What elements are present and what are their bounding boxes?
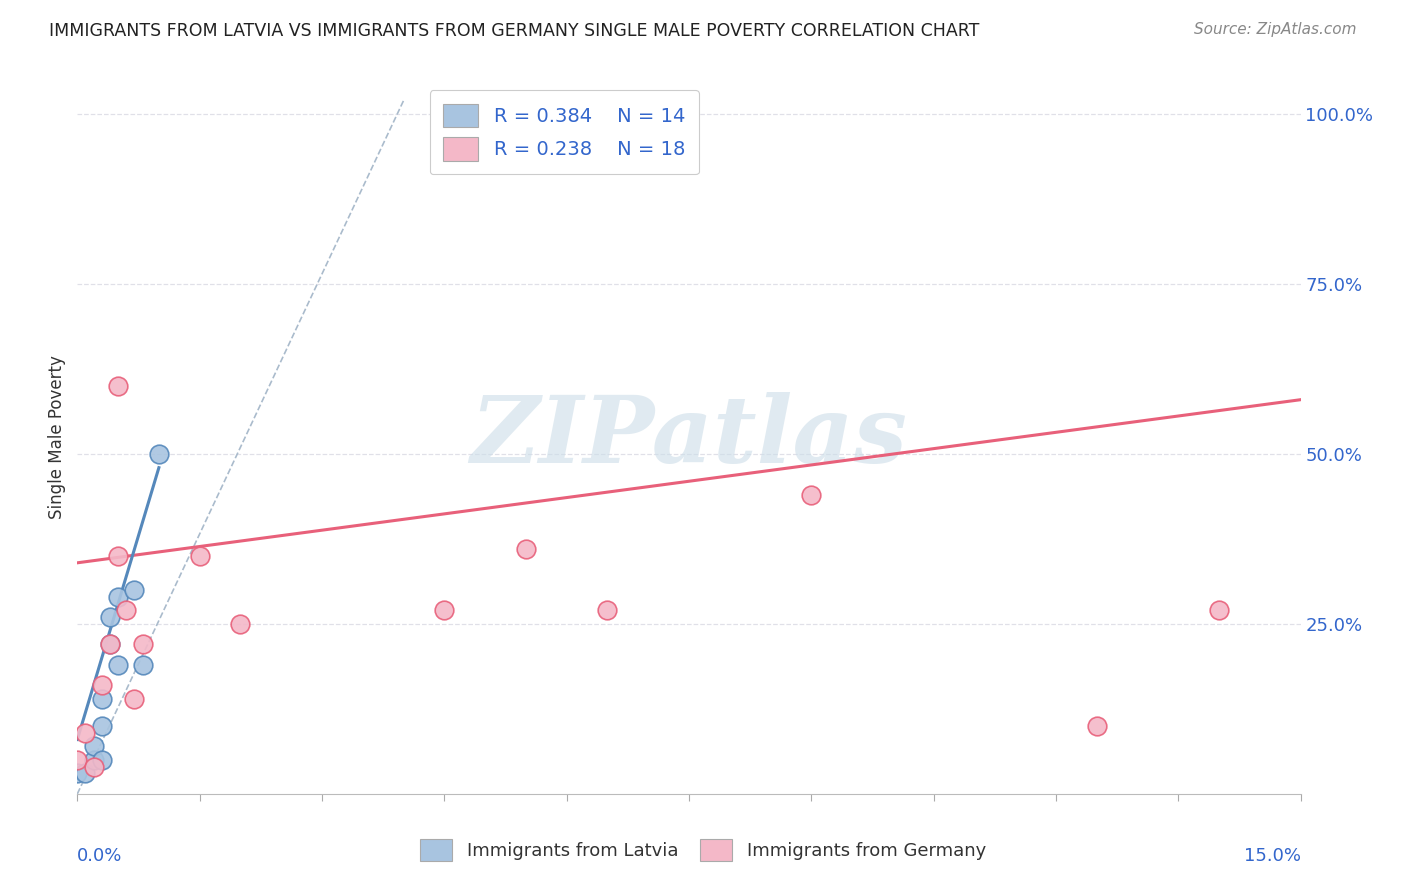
Text: 15.0%: 15.0% [1243, 847, 1301, 865]
Text: Source: ZipAtlas.com: Source: ZipAtlas.com [1194, 22, 1357, 37]
Point [107, 657, 129, 672]
Point [75, 725, 97, 739]
Point [90, 719, 112, 733]
Point [90, 753, 112, 767]
Point [98, 637, 121, 651]
Point [229, 617, 252, 632]
Legend: Immigrants from Latvia, Immigrants from Germany: Immigrants from Latvia, Immigrants from … [411, 830, 995, 870]
Point [1085, 719, 1108, 733]
Point [98, 610, 121, 624]
Point [1208, 603, 1230, 617]
Point [596, 603, 619, 617]
Point [75, 766, 97, 780]
Point [66, 766, 89, 780]
Legend: R = 0.384    N = 14, R = 0.238    N = 18: R = 0.384 N = 14, R = 0.238 N = 18 [430, 90, 699, 175]
Point [188, 549, 211, 563]
Y-axis label: Single Male Poverty: Single Male Poverty [48, 355, 66, 519]
Point [115, 603, 138, 617]
Point [83, 753, 105, 767]
Point [90, 691, 112, 706]
Point [433, 603, 456, 617]
Point [131, 637, 153, 651]
Point [515, 542, 537, 557]
Point [90, 678, 112, 692]
Point [800, 488, 823, 502]
Point [131, 657, 153, 672]
Text: ZIPatlas: ZIPatlas [471, 392, 907, 482]
Point [83, 739, 105, 754]
Point [148, 447, 170, 461]
Point [124, 582, 146, 597]
Point [66, 753, 89, 767]
Point [107, 590, 129, 604]
Text: 0.0%: 0.0% [77, 847, 122, 865]
Text: IMMIGRANTS FROM LATVIA VS IMMIGRANTS FROM GERMANY SINGLE MALE POVERTY CORRELATIO: IMMIGRANTS FROM LATVIA VS IMMIGRANTS FRO… [49, 22, 980, 40]
Point [107, 549, 129, 563]
Point [83, 760, 105, 774]
Point [107, 379, 129, 393]
Point [124, 691, 146, 706]
Point [98, 637, 121, 651]
